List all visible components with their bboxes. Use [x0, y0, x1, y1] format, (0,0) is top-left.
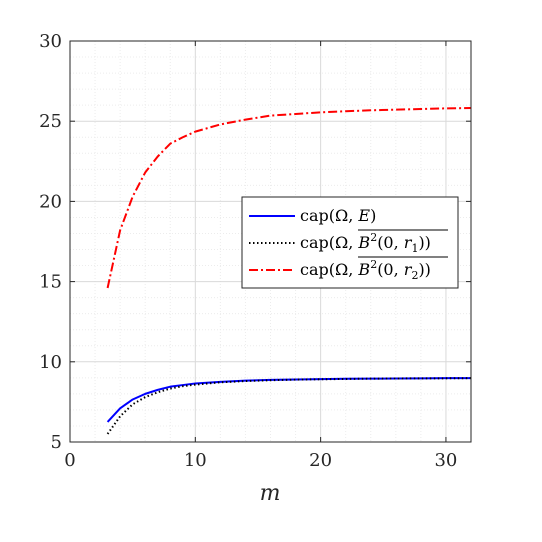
legend: cap(Ω, E) cap(Ω, B2(0, r1)) cap(Ω, B2(0,… [241, 196, 459, 289]
y-tick-label: 30 [39, 31, 62, 52]
series-line-3 [106, 107, 472, 289]
x-tick-label: 10 [184, 450, 207, 471]
legend-label-cap-omega-b-r1: cap(Ω, B2(0, r1)) [300, 231, 431, 255]
x-tick-label: 0 [64, 450, 75, 471]
plot-frame [69, 40, 472, 443]
series-line-1 [106, 377, 471, 423]
y-tick-label: 5 [51, 432, 62, 453]
legend-label-cap-omega-b-r2: cap(Ω, B2(0, r2)) [300, 258, 431, 282]
y-tick-label: 25 [39, 111, 62, 132]
legend-label-cap-omega-e: cap(Ω, E) [300, 206, 376, 225]
x-tick-label: 30 [434, 450, 457, 471]
y-tick-label: 15 [39, 272, 62, 293]
y-tick-label: 20 [39, 191, 62, 212]
y-tick-label: 10 [39, 352, 62, 373]
x-axis-label: m [260, 481, 281, 506]
x-tick-label: 20 [309, 450, 332, 471]
tick-layer: 0 10 20 30 5 10 15 20 25 30 [39, 31, 471, 471]
series-layer [106, 107, 472, 435]
series-line-2 [106, 377, 472, 435]
